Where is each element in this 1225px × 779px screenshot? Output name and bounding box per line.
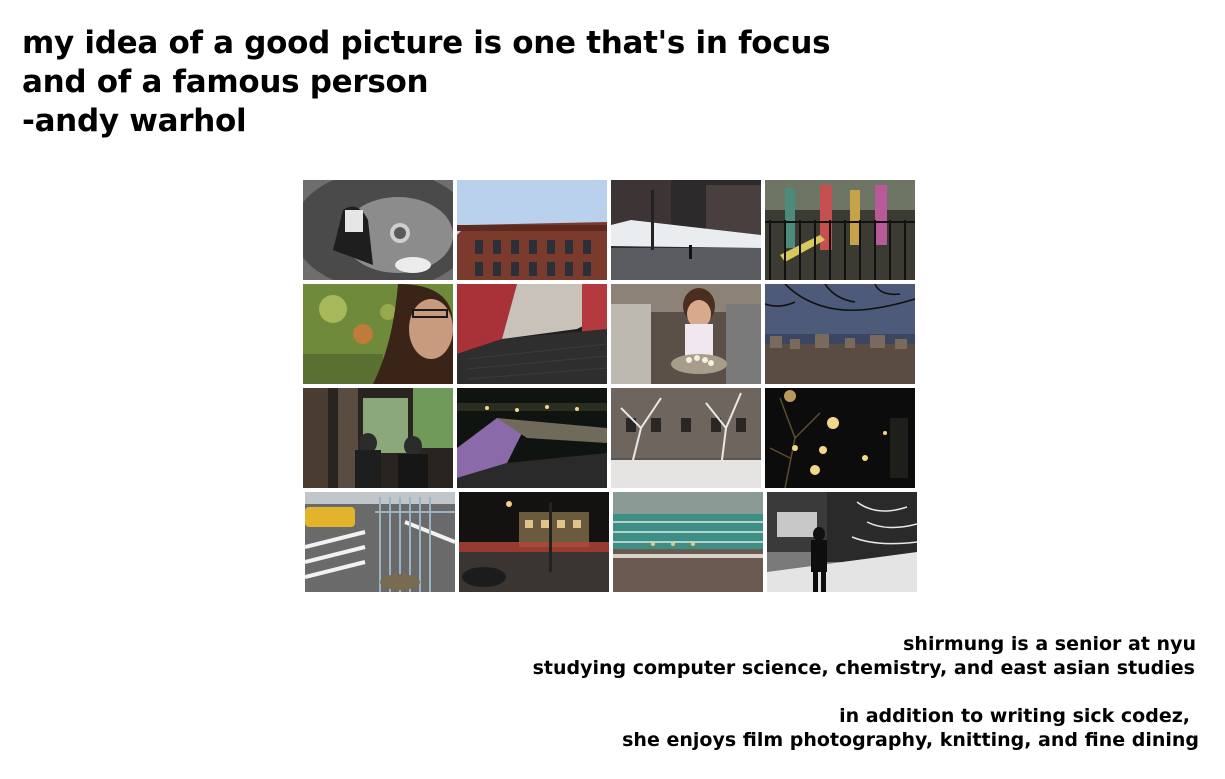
girl-glasses-photo[interactable] — [303, 284, 453, 384]
quote-attribution: -andy warhol — [22, 103, 247, 139]
night-lights-photo[interactable] — [765, 388, 915, 488]
bio-line-3: in addition to writing sick codez, — [839, 705, 1190, 727]
snow-trees-photo[interactable] — [611, 388, 761, 488]
snow-walker-photo[interactable] — [767, 492, 917, 592]
night-street-photo[interactable] — [459, 492, 609, 592]
bio-line-2: studying computer science, chemistry, an… — [532, 657, 1195, 679]
taxi-street-photo[interactable] — [305, 492, 455, 592]
playground-photo[interactable] — [765, 180, 915, 280]
bio-line-1: shirmung is a senior at nyu — [903, 633, 1196, 655]
snowy-park-photo[interactable] — [611, 180, 761, 280]
cafe-people-photo[interactable] — [303, 388, 453, 488]
brick-building-photo[interactable] — [457, 180, 607, 280]
red-window-photo[interactable] — [457, 284, 607, 384]
sink-drain-photo[interactable] — [303, 180, 453, 280]
girl-tray-photo[interactable] — [611, 284, 761, 384]
bio-line-4: she enjoys film photography, knitting, a… — [622, 729, 1199, 751]
city-skyline-photo[interactable] — [765, 284, 915, 384]
waterfall-night-photo[interactable] — [457, 388, 607, 488]
quote-line-2: and of a famous person — [22, 64, 429, 100]
pool-photo[interactable] — [613, 492, 763, 592]
bio-spacer — [533, 680, 1199, 704]
bio-section: shirmung is a senior at nyu studying com… — [533, 632, 1199, 752]
quote-line-1: my idea of a good picture is one that's … — [22, 25, 831, 61]
quote-heading: my idea of a good picture is one that's … — [22, 24, 831, 141]
